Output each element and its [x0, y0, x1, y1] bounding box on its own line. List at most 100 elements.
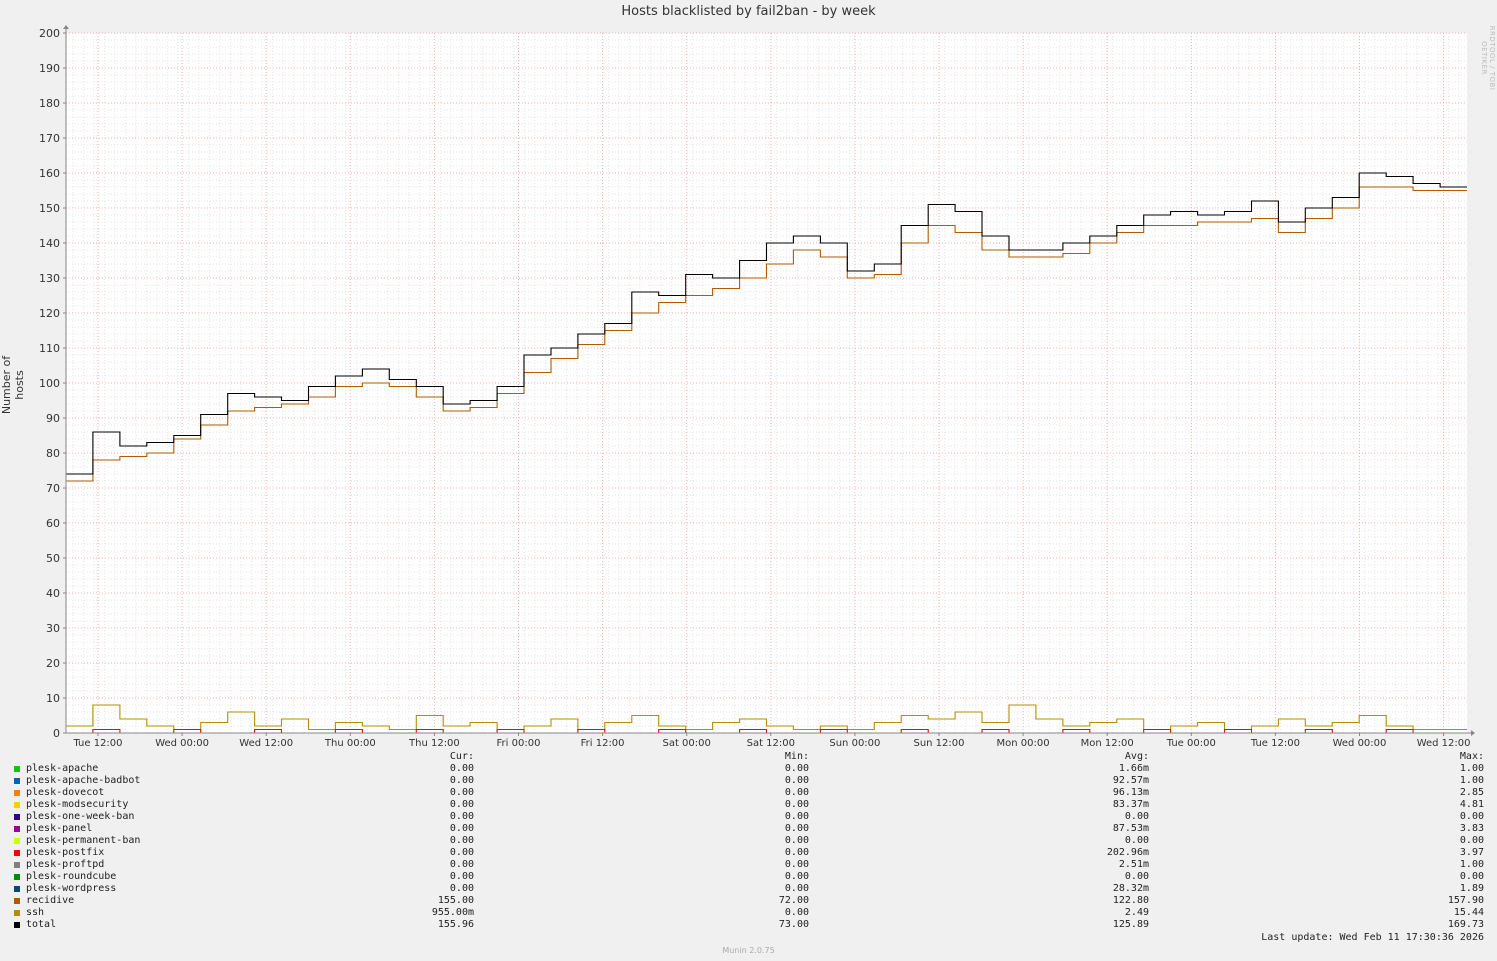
legend-avg-value: 96.13m — [1112, 787, 1149, 798]
chart-title: Hosts blacklisted by fail2ban - by week — [621, 4, 876, 19]
legend-min-value: 0.00 — [784, 811, 809, 822]
legend-swatch — [14, 766, 20, 772]
legend-cur-value: 155.00 — [437, 895, 474, 906]
x-axis-arrow — [1471, 730, 1475, 736]
legend-max-value: 0.00 — [1459, 835, 1484, 846]
series-line-ssh — [66, 704, 1467, 731]
legend-series-name: plesk-panel — [26, 823, 93, 834]
legend-avg-value: 0.00 — [1124, 835, 1149, 846]
legend-min-value: 73.00 — [778, 919, 809, 930]
legend-swatch — [14, 814, 20, 820]
x-tick-label: Thu 12:00 — [408, 738, 460, 749]
legend-swatch — [14, 874, 20, 880]
x-tick-label: Fri 12:00 — [581, 738, 625, 749]
legend-max-value: 1.89 — [1459, 883, 1484, 894]
legend-series-name: plesk-postfix — [26, 847, 105, 858]
legend-header-avg: Avg: — [1124, 751, 1149, 762]
y-tick-label: 70 — [46, 482, 60, 495]
legend-swatch — [14, 886, 20, 892]
legend-row: ssh 955.00m 0.00 2.49 15.44 — [12, 907, 1492, 919]
legend-max-value: 15.44 — [1453, 907, 1484, 918]
legend-swatch — [14, 838, 20, 844]
x-tick-label: Sun 12:00 — [913, 738, 964, 749]
legend-row: plesk-wordpress 0.00 0.00 28.32m 1.89 — [12, 883, 1492, 895]
legend-min-value: 0.00 — [784, 871, 809, 882]
x-tick-label: Fri 00:00 — [497, 738, 541, 749]
legend-cur-value: 0.00 — [449, 811, 474, 822]
legend-swatch — [14, 862, 20, 868]
legend-row: plesk-apache-badbot 0.00 0.00 92.57m 1.00 — [12, 775, 1492, 787]
legend-avg-value: 28.32m — [1112, 883, 1149, 894]
y-tick-label: 130 — [39, 272, 60, 285]
legend-row: plesk-modsecurity 0.00 0.00 83.37m 4.81 — [12, 799, 1492, 811]
y-tick-label: 190 — [39, 62, 60, 75]
legend-swatch — [14, 898, 20, 904]
legend-max-value: 2.85 — [1459, 787, 1484, 798]
y-tick-label: 200 — [39, 27, 60, 40]
legend-cur-value: 0.00 — [449, 871, 474, 882]
legend-min-value: 0.00 — [784, 859, 809, 870]
legend-cur-value: 0.00 — [449, 835, 474, 846]
legend-avg-value: 2.51m — [1118, 859, 1149, 870]
legend-min-value: 0.00 — [784, 847, 809, 858]
legend-min-value: 0.00 — [784, 775, 809, 786]
legend-header-max: Max: — [1459, 751, 1484, 762]
legend-max-value: 0.00 — [1459, 811, 1484, 822]
series-line-total — [66, 172, 1467, 475]
legend-series-name: plesk-apache-badbot — [26, 775, 141, 786]
legend-min-value: 0.00 — [784, 835, 809, 846]
y-axis-arrow — [63, 25, 69, 29]
y-tick-label: 150 — [39, 202, 60, 215]
x-tick-label: Wed 12:00 — [239, 738, 293, 749]
legend-row: plesk-dovecot 0.00 0.00 96.13m 2.85 — [12, 787, 1492, 799]
y-tick-label: 10 — [46, 692, 60, 705]
x-tick-label: Sat 12:00 — [747, 738, 795, 749]
x-tick-label: Sun 00:00 — [829, 738, 880, 749]
legend-swatch — [14, 922, 20, 928]
legend-series-name: plesk-proftpd — [26, 859, 105, 870]
legend-series-name: plesk-one-week-ban — [26, 811, 135, 822]
legend-min-value: 0.00 — [784, 799, 809, 810]
legend-row: plesk-postfix 0.00 0.00 202.96m 3.97 — [12, 847, 1492, 859]
legend-max-value: 1.00 — [1459, 763, 1484, 774]
y-tick-label: 30 — [46, 622, 60, 635]
legend-series-name: plesk-wordpress — [26, 883, 117, 894]
legend-max-value: 157.90 — [1447, 895, 1484, 906]
legend-swatch — [14, 850, 20, 856]
y-tick-label: 140 — [39, 237, 60, 250]
munin-version: Munin 2.0.75 — [722, 946, 775, 955]
legend-header-cur: Cur: — [449, 751, 474, 762]
y-tick-label: 100 — [39, 377, 60, 390]
legend-avg-value: 0.00 — [1124, 811, 1149, 822]
y-tick-label: 80 — [46, 447, 60, 460]
legend-avg-value: 87.53m — [1112, 823, 1149, 834]
legend-swatch — [14, 790, 20, 796]
legend-row: plesk-permanent-ban 0.00 0.00 0.00 0.00 — [12, 835, 1492, 847]
x-tick-label: Sat 00:00 — [662, 738, 710, 749]
y-tick-label: 170 — [39, 132, 60, 145]
legend-min-value: 0.00 — [784, 883, 809, 894]
legend-row: plesk-roundcube 0.00 0.00 0.00 0.00 — [12, 871, 1492, 883]
y-tick-label: 0 — [53, 727, 60, 740]
series-line-recidive — [66, 186, 1467, 482]
legend-avg-value: 1.66m — [1118, 763, 1149, 774]
x-tick-label: Mon 12:00 — [1081, 738, 1134, 749]
legend-cur-value: 0.00 — [449, 799, 474, 810]
legend-cur-value: 0.00 — [449, 859, 474, 870]
y-tick-label: 50 — [46, 552, 60, 565]
legend-cur-value: 0.00 — [449, 763, 474, 774]
chart-plot: 0 10 20 30 40 50 60 70 80 90 100 110 120 130 140 150 160… — [39, 25, 1475, 749]
legend-min-value: 0.00 — [784, 787, 809, 798]
legend-row: plesk-proftpd 0.00 0.00 2.51m 1.00 — [12, 859, 1492, 871]
legend-avg-value: 83.37m — [1112, 799, 1149, 810]
legend-row: total 155.96 73.00 125.89 169.73 — [12, 919, 1492, 931]
legend-rows: plesk-apache 0.00 0.00 1.66m 1.00 plesk-apach… — [12, 763, 1492, 931]
legend-table: Cur: Min: Avg: Max: plesk-apache 0.00 0.00… — [12, 751, 1492, 931]
y-tick-label: 60 — [46, 517, 60, 530]
y-tick-label: 120 — [39, 307, 60, 320]
x-tick-label: Wed 00:00 — [1333, 738, 1387, 749]
legend-max-value: 3.83 — [1459, 823, 1484, 834]
legend-row: recidive 155.00 72.00 122.80 157.90 — [12, 895, 1492, 907]
y-tick-label: 20 — [46, 657, 60, 670]
legend-row: plesk-apache 0.00 0.00 1.66m 1.00 — [12, 763, 1492, 775]
